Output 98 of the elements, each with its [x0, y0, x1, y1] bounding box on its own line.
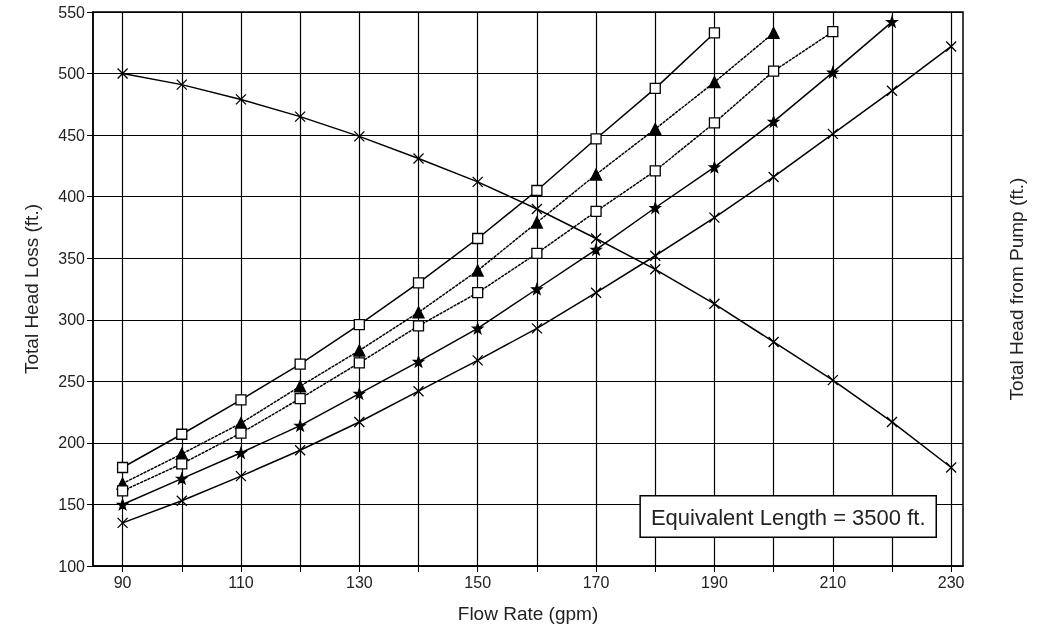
point — [353, 130, 365, 142]
point — [116, 517, 129, 529]
point — [708, 27, 721, 39]
x-tick-label: 150 — [464, 573, 492, 591]
point — [235, 470, 247, 482]
point — [353, 416, 365, 428]
y-axis-title: Total Head Loss (ft.) — [21, 203, 42, 375]
point — [412, 385, 425, 397]
point — [827, 128, 839, 140]
point — [412, 355, 425, 368]
point — [649, 250, 661, 262]
x-tick-label: 230 — [937, 573, 965, 591]
point — [116, 485, 129, 497]
point — [294, 110, 306, 123]
point — [886, 85, 898, 97]
y2-axis-title: Total Head from Pump (ft.) — [1005, 177, 1027, 401]
x-tick-label: 130 — [345, 573, 373, 591]
annotation: Equivalent Length = 3500 ft. — [650, 505, 926, 530]
point — [590, 133, 602, 145]
point — [531, 247, 543, 259]
point — [827, 374, 839, 386]
y-tick-label: 250 — [58, 372, 86, 390]
y-tick-label: 150 — [58, 495, 86, 513]
point — [767, 26, 780, 40]
point — [412, 152, 425, 165]
point — [590, 243, 602, 256]
point — [531, 322, 543, 335]
point — [116, 461, 129, 474]
point — [590, 232, 602, 245]
y-tick-label: 200 — [58, 434, 86, 452]
point — [353, 344, 366, 357]
point — [531, 184, 543, 197]
point — [293, 380, 307, 393]
x-tick-label: 170 — [582, 573, 610, 591]
point — [708, 161, 721, 173]
point — [176, 495, 188, 507]
point — [649, 122, 662, 136]
y-tick-label: 450 — [58, 126, 86, 144]
point — [886, 416, 898, 428]
point — [471, 264, 484, 277]
point — [708, 76, 721, 89]
point — [412, 306, 425, 319]
x-tick-label: 90 — [113, 573, 132, 591]
point — [472, 232, 484, 245]
x-tick-label: 110 — [228, 573, 254, 591]
point — [235, 93, 247, 106]
y-tick-label: 300 — [58, 311, 86, 329]
point — [827, 26, 839, 38]
point — [827, 66, 839, 78]
point — [649, 263, 661, 275]
point — [886, 16, 898, 28]
point — [353, 357, 365, 369]
point — [649, 82, 661, 94]
point — [353, 319, 365, 331]
point — [767, 65, 780, 77]
point — [116, 498, 129, 511]
point — [472, 322, 484, 335]
point — [235, 427, 247, 439]
point — [531, 203, 543, 215]
point — [472, 287, 484, 299]
x-tick-label: 210 — [819, 573, 847, 591]
y-tick-label: 500 — [58, 65, 86, 83]
x-tick-label: 190 — [701, 573, 728, 591]
point — [294, 420, 306, 432]
point — [708, 211, 721, 224]
y-tick-label: 400 — [58, 188, 86, 206]
point — [176, 78, 188, 91]
point — [945, 40, 957, 53]
y-tick-label: 550 — [58, 3, 86, 21]
point — [945, 461, 957, 474]
point — [708, 117, 721, 129]
point — [649, 202, 661, 214]
point — [649, 165, 661, 177]
point — [176, 428, 188, 440]
point — [767, 336, 780, 348]
y-tick-label: 350 — [58, 249, 86, 267]
point — [590, 287, 602, 299]
x-axis-title: Flow Rate (gpm) — [457, 603, 599, 624]
point — [472, 354, 484, 367]
point — [767, 171, 780, 183]
point — [176, 472, 188, 485]
point — [412, 277, 425, 289]
point — [767, 115, 780, 128]
point — [589, 168, 603, 181]
point — [294, 392, 306, 405]
point — [708, 298, 721, 310]
point — [176, 458, 188, 470]
point — [294, 358, 306, 370]
point — [353, 387, 365, 400]
point — [590, 205, 602, 218]
point — [412, 320, 425, 332]
point — [531, 283, 543, 295]
point — [116, 67, 129, 80]
point — [235, 394, 247, 406]
point — [530, 216, 544, 229]
point — [472, 176, 484, 188]
point — [294, 444, 306, 456]
y-tick-label: 100 — [58, 557, 86, 575]
